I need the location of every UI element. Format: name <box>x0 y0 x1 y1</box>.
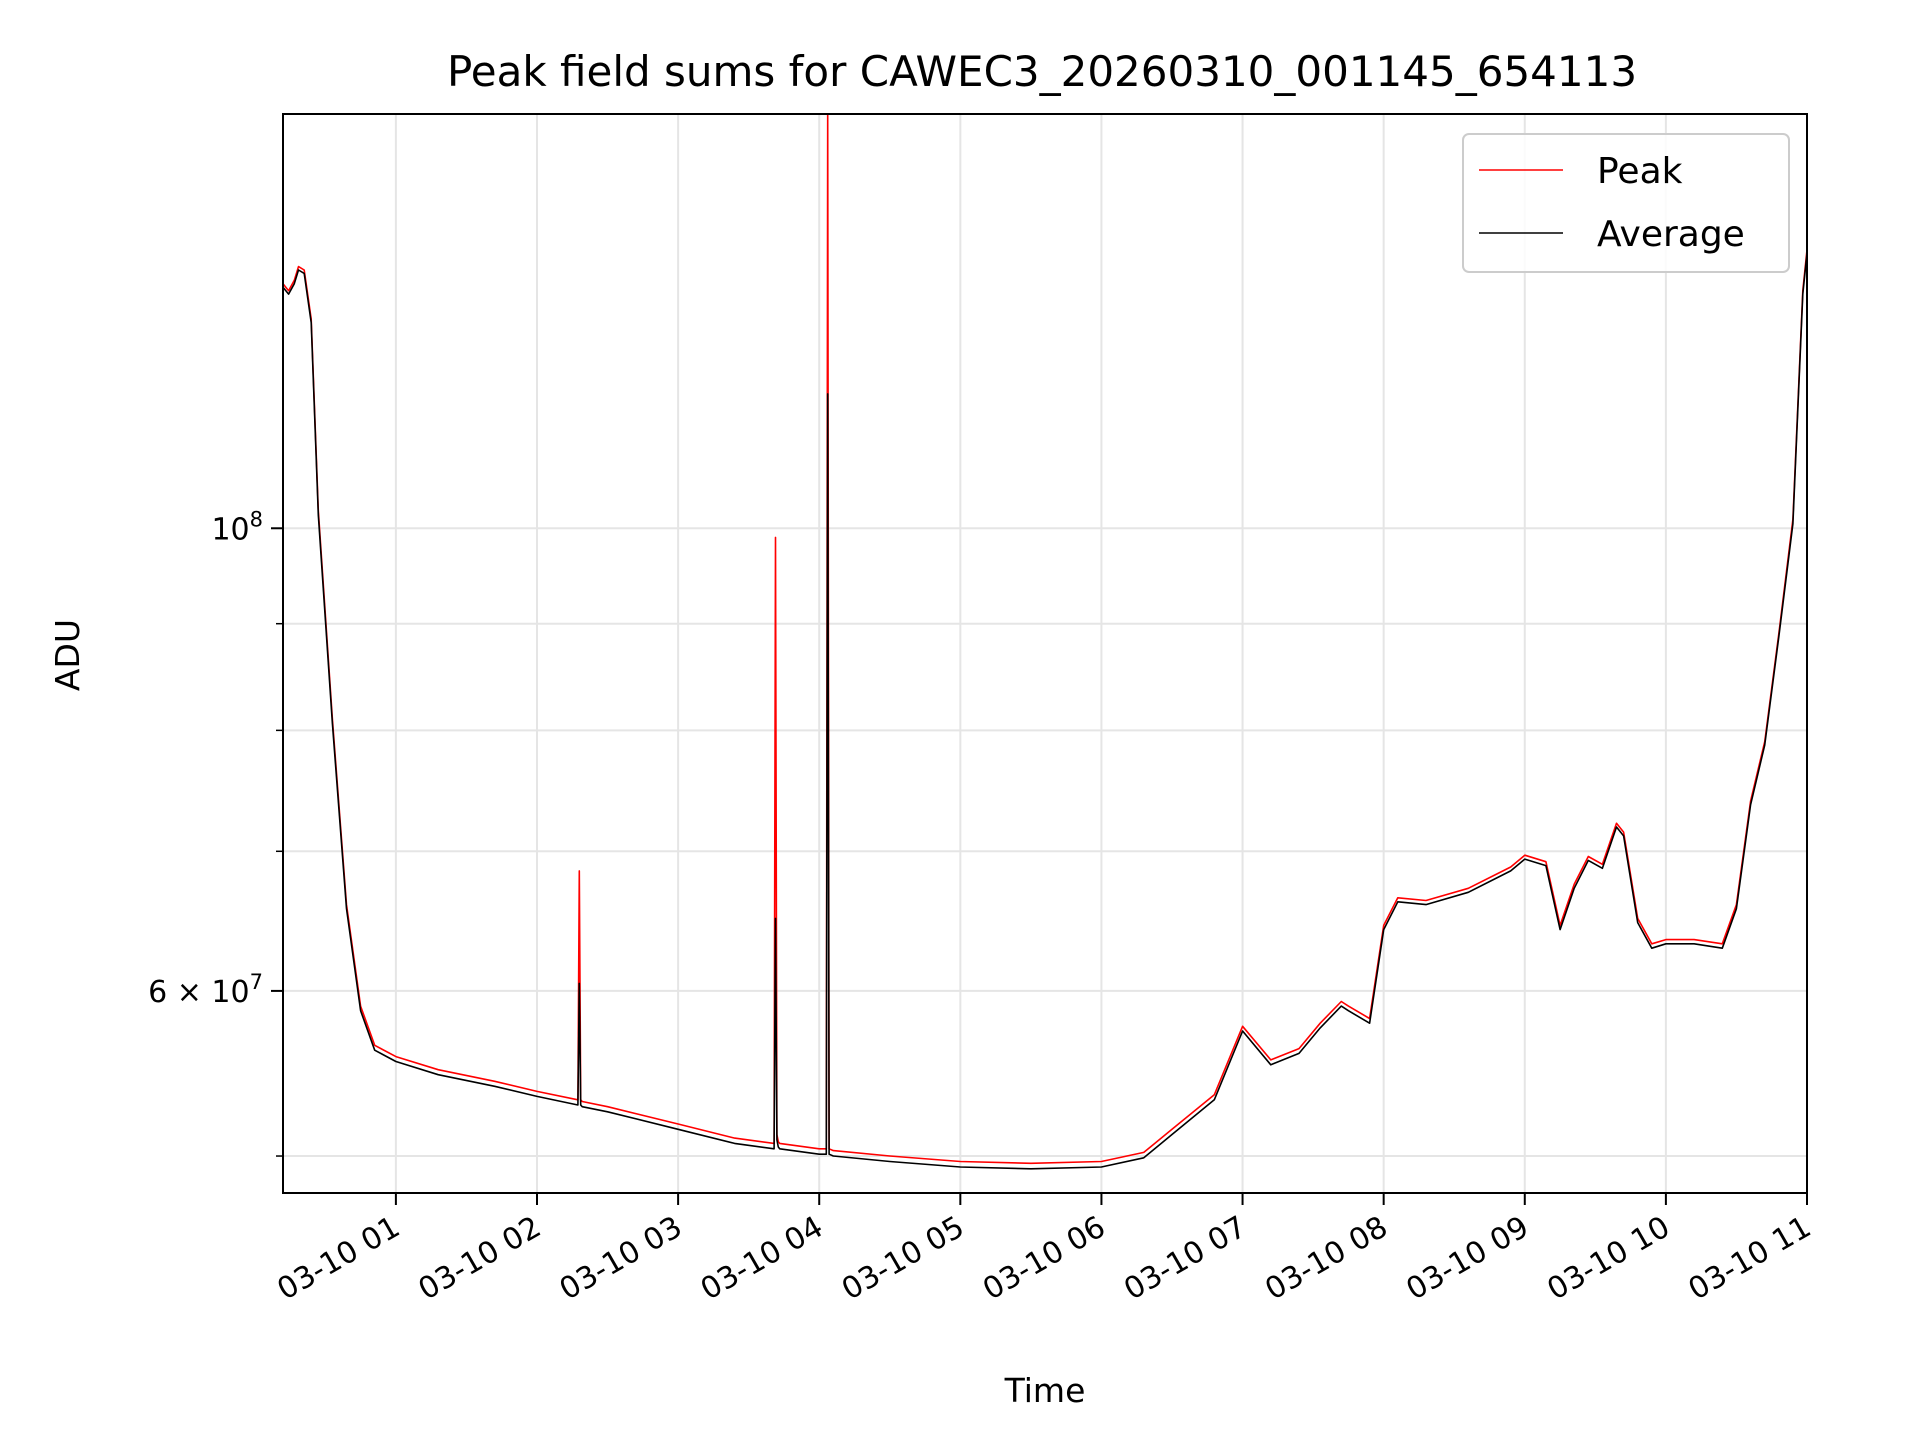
plot-frame <box>282 113 1808 1194</box>
y-tick-label: 108 <box>211 507 263 547</box>
legend-label-peak: Peak <box>1597 151 1683 192</box>
y-axis-label: ADU <box>48 619 87 691</box>
legend: Peak Average <box>1462 133 1790 273</box>
legend-box <box>1462 133 1790 273</box>
series-line-average <box>283 253 1807 1170</box>
x-axis-label: Time <box>1004 1371 1086 1410</box>
plot-series <box>283 114 1807 1170</box>
chart-title: Peak field sums for CAWEC3_20260310_0011… <box>447 47 1637 96</box>
y-tick-label: 6 × 107 <box>148 970 263 1010</box>
legend-label-average: Average <box>1597 214 1745 255</box>
